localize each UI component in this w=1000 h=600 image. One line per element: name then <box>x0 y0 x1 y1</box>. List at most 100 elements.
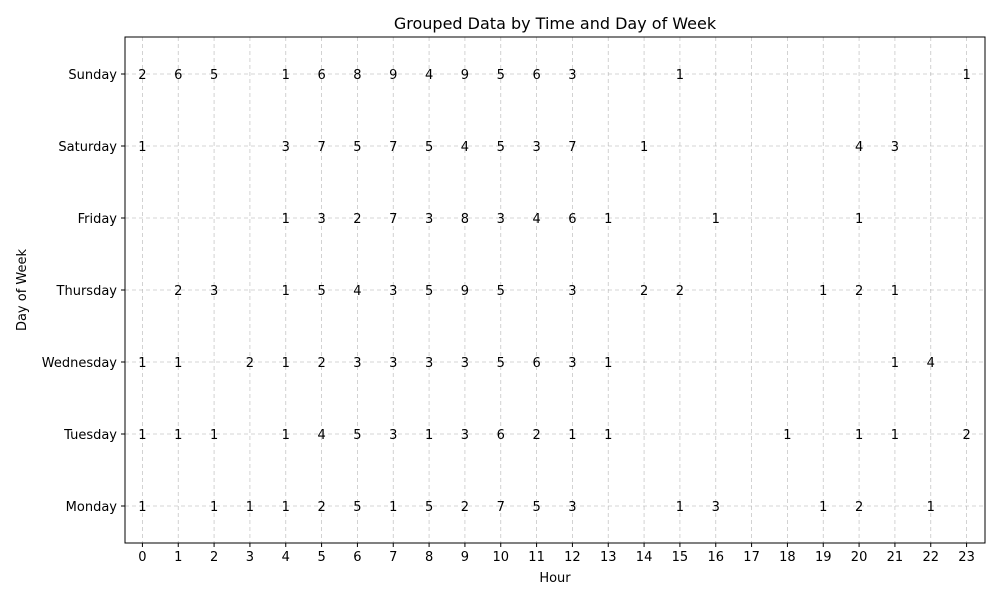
x-tick-label-6: 6 <box>353 550 361 565</box>
cell-label-sunday-15: 1 <box>676 68 684 83</box>
cell-label-monday-6: 5 <box>353 500 361 515</box>
cell-label-monday-16: 3 <box>712 500 720 515</box>
cell-label-monday-12: 3 <box>568 500 576 515</box>
cell-label-saturday-4: 3 <box>282 140 290 155</box>
cell-label-tuesday-4: 1 <box>282 428 290 443</box>
cell-label-saturday-7: 7 <box>389 140 397 155</box>
x-tick-label-10: 10 <box>492 550 509 565</box>
cell-label-wednesday-13: 1 <box>604 356 612 371</box>
x-tick-label-7: 7 <box>389 550 397 565</box>
cell-label-sunday-9: 9 <box>461 68 469 83</box>
x-tick-label-19: 19 <box>815 550 832 565</box>
x-tick-label-9: 9 <box>461 550 469 565</box>
cell-label-sunday-11: 6 <box>532 68 540 83</box>
cell-label-friday-5: 3 <box>317 212 325 227</box>
cell-label-tuesday-0: 1 <box>138 428 146 443</box>
x-tick-label-14: 14 <box>636 550 653 565</box>
cell-label-saturday-12: 7 <box>568 140 576 155</box>
x-tick-label-13: 13 <box>600 550 617 565</box>
cell-label-monday-10: 7 <box>497 500 505 515</box>
cell-label-sunday-5: 6 <box>317 68 325 83</box>
cell-label-tuesday-12: 1 <box>568 428 576 443</box>
x-tick-label-4: 4 <box>282 550 290 565</box>
cell-label-sunday-6: 8 <box>353 68 361 83</box>
cell-label-thursday-8: 5 <box>425 284 433 299</box>
cell-label-saturday-6: 5 <box>353 140 361 155</box>
cell-label-tuesday-10: 6 <box>497 428 505 443</box>
cell-label-thursday-4: 1 <box>282 284 290 299</box>
cell-label-friday-7: 7 <box>389 212 397 227</box>
cell-label-sunday-23: 1 <box>962 68 970 83</box>
cell-label-thursday-21: 1 <box>891 284 899 299</box>
x-tick-label-18: 18 <box>779 550 796 565</box>
cell-label-wednesday-7: 3 <box>389 356 397 371</box>
cell-label-thursday-7: 3 <box>389 284 397 299</box>
cell-label-friday-13: 1 <box>604 212 612 227</box>
cell-label-monday-3: 1 <box>246 500 254 515</box>
cell-label-monday-4: 1 <box>282 500 290 515</box>
cell-label-thursday-2: 3 <box>210 284 218 299</box>
grid-lines <box>125 37 985 543</box>
y-tick-label-thursday: Thursday <box>56 284 118 299</box>
cell-label-thursday-1: 2 <box>174 284 182 299</box>
cell-label-wednesday-3: 2 <box>246 356 254 371</box>
cell-label-thursday-5: 5 <box>317 284 325 299</box>
cell-label-friday-8: 3 <box>425 212 433 227</box>
cell-label-saturday-14: 1 <box>640 140 648 155</box>
cell-label-thursday-6: 4 <box>353 284 361 299</box>
x-tick-label-1: 1 <box>174 550 182 565</box>
x-tick-label-16: 16 <box>707 550 724 565</box>
cell-label-friday-6: 2 <box>353 212 361 227</box>
cell-label-wednesday-12: 3 <box>568 356 576 371</box>
cell-label-saturday-10: 5 <box>497 140 505 155</box>
cell-label-sunday-2: 5 <box>210 68 218 83</box>
cell-label-monday-19: 1 <box>819 500 827 515</box>
x-tick-label-23: 23 <box>958 550 975 565</box>
cell-label-wednesday-6: 3 <box>353 356 361 371</box>
x-axis-title: Hour <box>539 571 571 586</box>
cell-label-friday-11: 4 <box>532 212 540 227</box>
cell-label-wednesday-0: 1 <box>138 356 146 371</box>
cell-label-thursday-9: 9 <box>461 284 469 299</box>
cell-label-monday-7: 1 <box>389 500 397 515</box>
x-tick-label-0: 0 <box>138 550 146 565</box>
cell-label-saturday-5: 7 <box>317 140 325 155</box>
x-tick-label-3: 3 <box>246 550 254 565</box>
cell-label-tuesday-11: 2 <box>532 428 540 443</box>
cell-label-monday-9: 2 <box>461 500 469 515</box>
y-axis-ticks: Monday Tuesday Wednesday Thursday Friday Satu… <box>42 68 125 515</box>
cell-label-tuesday-2: 1 <box>210 428 218 443</box>
cell-label-saturday-8: 5 <box>425 140 433 155</box>
cell-label-saturday-9: 4 <box>461 140 469 155</box>
cell-label-wednesday-21: 1 <box>891 356 899 371</box>
x-tick-label-12: 12 <box>564 550 581 565</box>
cell-label-thursday-20: 2 <box>855 284 863 299</box>
y-tick-label-saturday: Saturday <box>58 140 117 155</box>
cell-label-friday-12: 6 <box>568 212 576 227</box>
cell-label-wednesday-22: 4 <box>927 356 935 371</box>
cell-label-sunday-8: 4 <box>425 68 433 83</box>
x-tick-label-20: 20 <box>851 550 868 565</box>
cell-label-monday-5: 2 <box>317 500 325 515</box>
cell-label-wednesday-9: 3 <box>461 356 469 371</box>
y-tick-label-friday: Friday <box>78 212 118 227</box>
cell-label-friday-9: 8 <box>461 212 469 227</box>
cell-label-tuesday-21: 1 <box>891 428 899 443</box>
cell-label-monday-20: 2 <box>855 500 863 515</box>
x-axis-ticks: 0 1 2 3 4 5 6 7 8 9 10 11 12 13 14 15 16 17 18 19 20 21 22 23 <box>138 543 975 565</box>
cell-label-thursday-12: 3 <box>568 284 576 299</box>
cell-label-monday-2: 1 <box>210 500 218 515</box>
cell-label-saturday-0: 1 <box>138 140 146 155</box>
cell-label-tuesday-18: 1 <box>783 428 791 443</box>
x-tick-label-2: 2 <box>210 550 218 565</box>
cell-label-thursday-10: 5 <box>497 284 505 299</box>
cell-label-tuesday-1: 1 <box>174 428 182 443</box>
cell-label-sunday-1: 6 <box>174 68 182 83</box>
x-tick-label-11: 11 <box>528 550 545 565</box>
cell-label-sunday-10: 5 <box>497 68 505 83</box>
cell-label-monday-8: 5 <box>425 500 433 515</box>
x-tick-label-5: 5 <box>317 550 325 565</box>
cell-label-thursday-14: 2 <box>640 284 648 299</box>
